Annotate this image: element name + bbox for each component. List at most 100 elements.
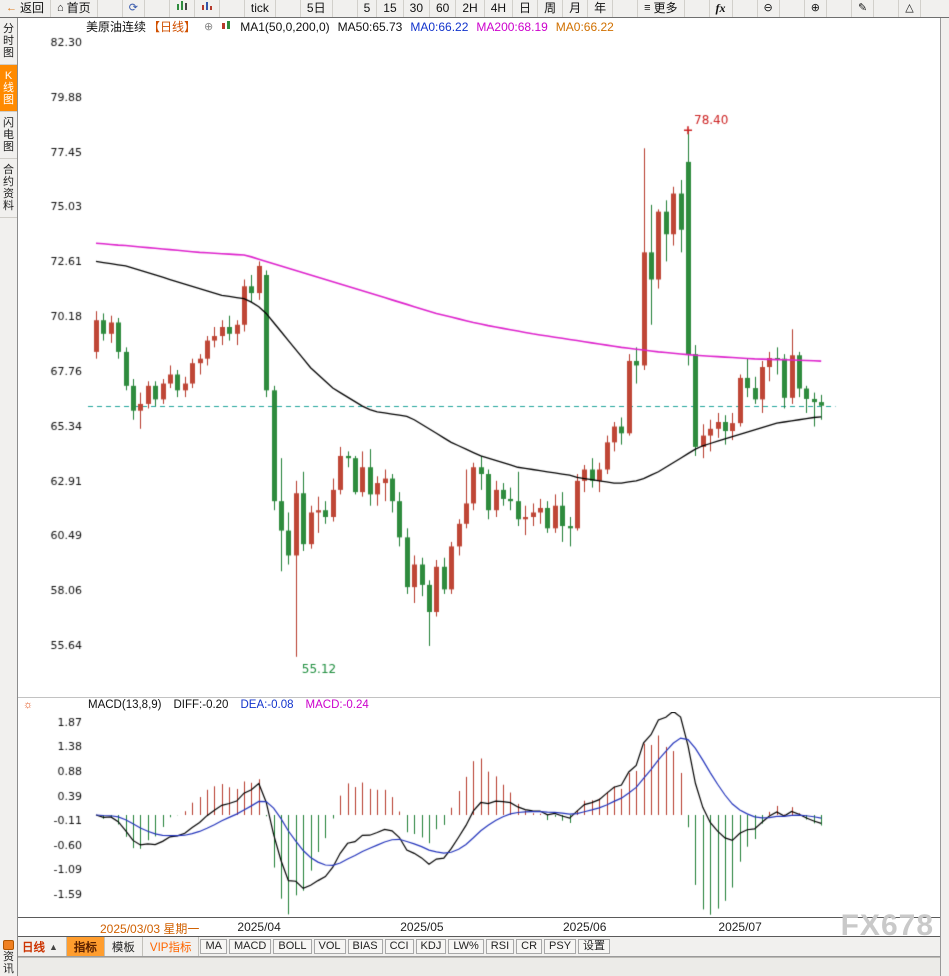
interval-label: 4H: [490, 1, 507, 15]
main-chart-area: 美原油连续 【日线】 ⊕ MA1(50,0,200,0) MA50:65.73 …: [18, 18, 940, 976]
interval-2h-button[interactable]: 2H: [456, 0, 485, 17]
ma0-orange-value: MA0:66.22: [555, 20, 614, 34]
ma-group-label: MA1(50,0,200,0): [240, 20, 330, 34]
toolbar: ← 返回 ⌂ 首页 ⟳ tick 5日 5 15 30 60 2H 4H 日 周…: [0, 0, 949, 18]
indicator-bias-button[interactable]: BIAS: [347, 939, 383, 954]
five-day-label: 5日: [306, 1, 326, 15]
indicator-boll-button[interactable]: BOLL: [273, 939, 312, 954]
zoom-out-button[interactable]: ⊖: [756, 0, 780, 17]
ma0-blue-value: MA0:66.22: [410, 20, 469, 34]
fx-icon: fx: [715, 1, 726, 15]
more-button[interactable]: ≡ 更多: [637, 0, 685, 17]
home-label: 首页: [66, 1, 91, 15]
tab-indicators[interactable]: 指标: [66, 937, 105, 956]
interval-label: 2H: [462, 1, 478, 15]
home-button[interactable]: ⌂ 首页: [51, 0, 98, 17]
macd-legend-row: ☼ MACD(13,8,9) DIFF:-0.20 DEA:-0.08 MACD…: [18, 697, 940, 712]
dea-value: DEA:-0.08: [240, 699, 294, 711]
period-label: 【日线】: [148, 20, 197, 34]
interval-5-button[interactable]: 5: [356, 0, 378, 17]
interval-label: 5: [363, 1, 371, 15]
sidebar-tab-kline-chart[interactable]: K线图: [0, 65, 17, 112]
interval-label: 60: [436, 1, 450, 15]
bottom-indicator-bar: 日线 ▲ 指标 模板 VIP指标 MA MACD BOLL VOL BIAS C…: [18, 937, 940, 957]
indicator-lw-button[interactable]: LW%: [448, 939, 484, 954]
interval-year-button[interactable]: 年: [588, 0, 614, 17]
candlestick-chart-canvas[interactable]: [18, 36, 940, 697]
x-axis-tick: 2025/07: [718, 920, 762, 934]
zoom-out-icon: ⊖: [763, 2, 773, 14]
interval-4h-button[interactable]: 4H: [485, 0, 514, 17]
indicator-kdj-button[interactable]: KDJ: [415, 939, 447, 954]
interval-60-button[interactable]: 60: [430, 0, 457, 17]
zoom-in-icon: ⊕: [810, 2, 820, 14]
left-sidebar: 分时图 K线图 闪电图 合约资料 资讯: [0, 18, 18, 976]
sidebar-tab-news[interactable]: 资讯: [0, 938, 17, 976]
news-label: 资讯: [3, 951, 14, 975]
right-gutter: [940, 18, 949, 976]
zoom-in-button[interactable]: ⊕: [803, 0, 827, 17]
indicator-settings-icon[interactable]: ☼: [23, 699, 34, 711]
tab-templates[interactable]: 模板: [105, 937, 143, 956]
triangle-icon: △: [905, 2, 914, 14]
ma-indicator-icon: [221, 18, 232, 36]
settings-button[interactable]: 设置: [578, 939, 611, 954]
interval-label: 周: [544, 1, 557, 15]
tab-vip-indicators[interactable]: VIP指标: [143, 937, 200, 956]
indicator-cci-button[interactable]: CCI: [384, 939, 414, 954]
five-day-interval-button[interactable]: 5日: [299, 0, 333, 17]
add-circle-icon[interactable]: ⊕: [204, 21, 214, 33]
x-axis-row: 2025/03/03 星期一 2025/04 2025/05 2025/06 2…: [18, 917, 940, 937]
shapes-button[interactable]: △: [898, 0, 921, 17]
chart-title-row: 美原油连续 【日线】 ⊕ MA1(50,0,200,0) MA50:65.73 …: [18, 18, 940, 36]
diff-value: DIFF:-0.20: [173, 699, 229, 711]
app-body: 分时图 K线图 闪电图 合约资料 资讯 美原油连续 【日线】 ⊕ MA1(50,…: [0, 18, 949, 976]
tick-interval-button[interactable]: tick: [243, 0, 276, 17]
indicator-cr-button[interactable]: CR: [516, 939, 543, 954]
more-label: 更多: [653, 1, 678, 15]
back-label: 返回: [20, 1, 45, 15]
back-button[interactable]: ← 返回: [0, 0, 52, 17]
status-strip: [18, 957, 940, 976]
indicator-psy-button[interactable]: PSY: [544, 939, 577, 954]
interval-day-button[interactable]: 日: [513, 0, 539, 17]
macd-params-label: MACD(13,8,9): [88, 699, 162, 711]
interval-30-button[interactable]: 30: [404, 0, 430, 17]
interval-label: 日: [519, 1, 532, 15]
interval-month-button[interactable]: 月: [563, 0, 589, 17]
bar-chart-icon: [201, 0, 213, 17]
refresh-icon: ⟳: [128, 2, 138, 14]
kline-view-button[interactable]: [168, 0, 195, 17]
news-icon: [3, 940, 14, 950]
tick-label: tick: [250, 1, 269, 15]
instrument-name: 美原油连续: [86, 20, 147, 34]
fx678-watermark: FX678: [840, 909, 934, 942]
sidebar-tab-lightning-chart[interactable]: 闪电图: [0, 112, 17, 159]
macd-chart-canvas[interactable]: [18, 712, 940, 917]
interval-label: 15: [383, 1, 397, 15]
indicator-rsi-button[interactable]: RSI: [485, 939, 515, 954]
draw-button[interactable]: ✎: [850, 0, 875, 17]
x-axis-start-date: 2025/03/03 星期一: [100, 922, 200, 936]
interval-week-button[interactable]: 周: [538, 0, 564, 17]
sidebar-tab-time-chart[interactable]: 分时图: [0, 18, 17, 65]
formula-button[interactable]: fx: [708, 0, 733, 17]
pencil-icon: ✎: [857, 2, 868, 14]
interval-label: 年: [594, 1, 607, 15]
interval-15-button[interactable]: 15: [377, 0, 404, 17]
bar-view-button[interactable]: [195, 0, 220, 17]
back-arrow-icon: ←: [6, 2, 17, 14]
indicator-ma-button[interactable]: MA: [200, 939, 227, 954]
interval-label: 月: [569, 1, 582, 15]
x-axis-tick: 2025/04: [237, 920, 281, 934]
hamburger-icon: ≡: [644, 2, 651, 14]
refresh-button[interactable]: ⟳: [121, 0, 145, 17]
indicator-macd-button[interactable]: MACD: [228, 939, 272, 954]
interval-label: 30: [409, 1, 423, 15]
home-icon: ⌂: [57, 2, 64, 14]
indicator-vol-button[interactable]: VOL: [313, 939, 346, 954]
ma50-value: MA50:65.73: [337, 20, 403, 34]
period-selector[interactable]: 日线 ▲: [18, 937, 67, 956]
sidebar-tab-contract-info[interactable]: 合约资料: [0, 159, 17, 218]
macd-value: MACD:-0.24: [305, 699, 369, 711]
